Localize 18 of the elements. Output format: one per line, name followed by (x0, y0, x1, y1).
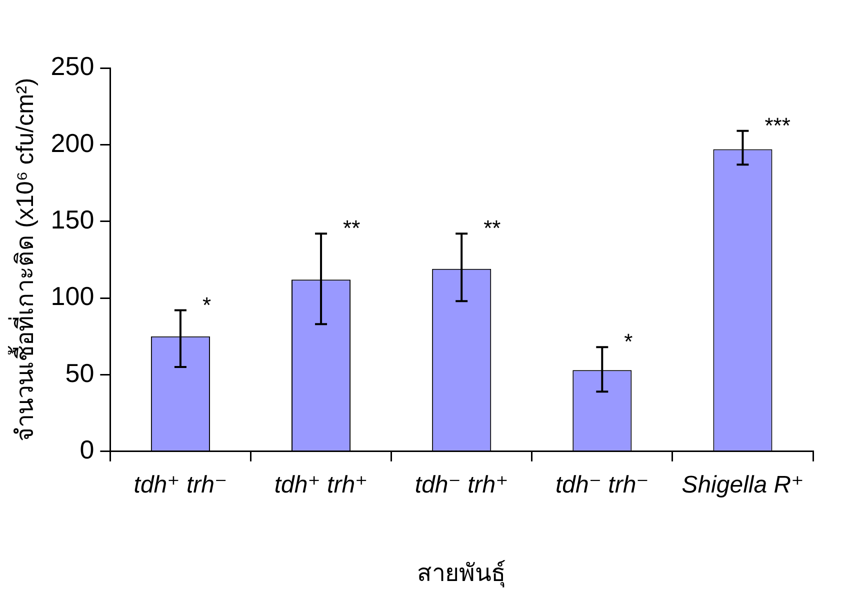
annotation: *** (764, 112, 791, 138)
y-tick-label: 250 (50, 51, 94, 82)
y-tick-label: 150 (50, 204, 94, 235)
y-tick-label: 200 (50, 128, 94, 158)
x-tick-label: tdh⁺ trh⁺ (274, 471, 368, 498)
y-axis-title: จำนวนเชื้อที่เกาะติด (x10⁶ cfu/cm²) (7, 78, 40, 442)
annotation: ** (484, 216, 502, 241)
y-tick-label: 100 (50, 281, 94, 312)
annotation: * (624, 329, 634, 354)
x-tick-label: tdh⁺ trh⁻ (134, 471, 228, 498)
annotation: ** (343, 216, 361, 241)
y-tick-label: 0 (80, 434, 94, 465)
x-tick-label: tdh⁻ trh⁺ (414, 471, 508, 498)
annotation: * (202, 292, 212, 318)
x-tick-label: Shigella R⁺ (682, 471, 804, 498)
x-axis-title: สายพันธุ์ (417, 559, 506, 588)
x-tick-label: tdh⁻ trh⁻ (555, 471, 649, 498)
y-tick-label: 50 (65, 358, 94, 388)
